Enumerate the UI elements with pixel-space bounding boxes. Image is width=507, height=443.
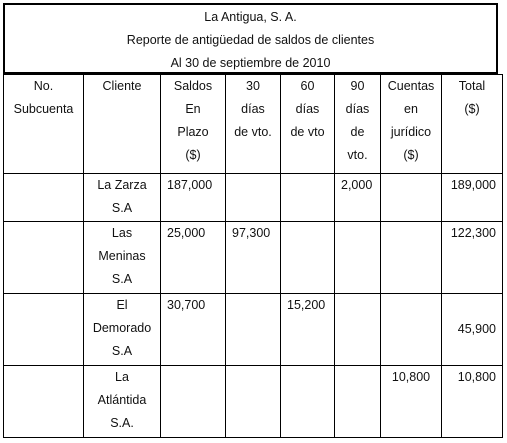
cell-balance-on-term <box>160 365 226 438</box>
report-date: Al 30 de septiembre de 2010 <box>170 56 331 70</box>
cell-90-days <box>334 221 381 294</box>
cell-total: 10,800 <box>441 365 503 438</box>
header-client: Cliente <box>83 74 161 174</box>
cell-60-days <box>280 173 335 222</box>
report-title-box: La Antigua, S. A. Reporte de antigüedad … <box>3 3 498 74</box>
cell-90-days: 2,000 <box>334 173 381 222</box>
cell-client: El Demorado S.A <box>83 293 161 366</box>
header-balance-on-term: Saldos En Plazo ($) <box>160 74 226 174</box>
cell-total: 122,300 <box>441 221 503 294</box>
cell-60-days: 15,200 <box>280 293 335 366</box>
cell-client: Las Meninas S.A <box>83 221 161 294</box>
cell-30-days <box>225 173 281 222</box>
cell-subaccount <box>3 173 84 222</box>
cell-30-days: 97,300 <box>225 221 281 294</box>
header-row: No. Subcuenta Cliente Saldos En Plazo ($… <box>3 74 503 174</box>
cell-90-days <box>334 293 381 366</box>
cell-legal <box>380 293 442 366</box>
cell-30-days <box>225 293 281 366</box>
report-title: Reporte de antigüedad de saldos de clien… <box>126 33 375 47</box>
cell-balance-on-term: 25,000 <box>160 221 226 294</box>
header-legal: Cuentas en jurídico ($) <box>380 74 442 174</box>
table-row: La Zarza S.A 187,000 2,000 189,000 <box>3 173 503 222</box>
cell-legal <box>380 173 442 222</box>
cell-60-days <box>280 221 335 294</box>
cell-90-days <box>334 365 381 438</box>
header-60-days: 60 días de vto <box>280 74 335 174</box>
cell-client: La Zarza S.A <box>83 173 161 222</box>
cell-legal <box>380 221 442 294</box>
cell-subaccount <box>3 293 84 366</box>
header-90-days: 90 días de vto. <box>334 74 381 174</box>
table-row: El Demorado S.A 30,700 15,200 45,900 <box>3 293 503 366</box>
company-name: La Antigua, S. A. <box>204 10 297 24</box>
table-row: La Atlántida S.A. 10,800 10,800 <box>3 365 503 438</box>
header-30-days: 30 días de vto. <box>225 74 281 174</box>
header-subaccount: No. Subcuenta <box>3 74 84 174</box>
header-total: Total ($) <box>441 74 503 174</box>
cell-subaccount <box>3 365 84 438</box>
cell-subaccount <box>3 221 84 294</box>
cell-30-days <box>225 365 281 438</box>
table-row: Las Meninas S.A 25,000 97,300 122,300 <box>3 221 503 294</box>
cell-client: La Atlántida S.A. <box>83 365 161 438</box>
cell-legal: 10,800 <box>380 365 442 438</box>
cell-60-days <box>280 365 335 438</box>
cell-total: 189,000 <box>441 173 503 222</box>
cell-balance-on-term: 30,700 <box>160 293 226 366</box>
cell-balance-on-term: 187,000 <box>160 173 226 222</box>
aging-table: No. Subcuenta Cliente Saldos En Plazo ($… <box>3 74 503 438</box>
cell-total: 45,900 <box>441 293 503 366</box>
